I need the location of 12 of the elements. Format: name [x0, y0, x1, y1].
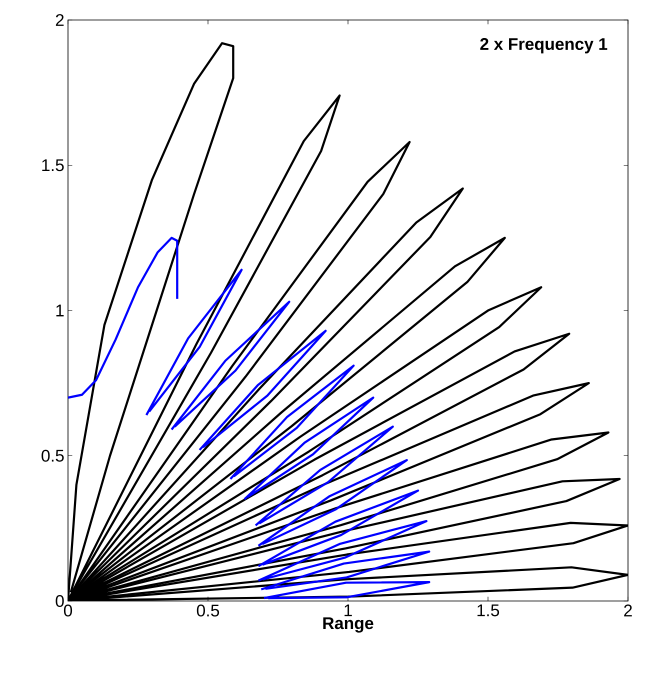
y-tick-label: 0.5 [42, 450, 64, 462]
y-tick-label: 1 [56, 304, 64, 316]
x-tick-label: 1.5 [478, 604, 500, 616]
x-tick-label: 2 [624, 604, 632, 616]
y-tick-label: 0 [56, 595, 64, 607]
x-axis-title: Range [323, 617, 374, 633]
y-tick-label: 1.5 [42, 159, 64, 172]
x-tick-label: 0 [64, 604, 72, 617]
x-tick-label: 1 [344, 604, 352, 616]
x-tick-label: 0.5 [196, 604, 220, 617]
annotation: 2 x Frequency 1 [480, 38, 608, 54]
y-tick-label: 2 [56, 14, 64, 26]
